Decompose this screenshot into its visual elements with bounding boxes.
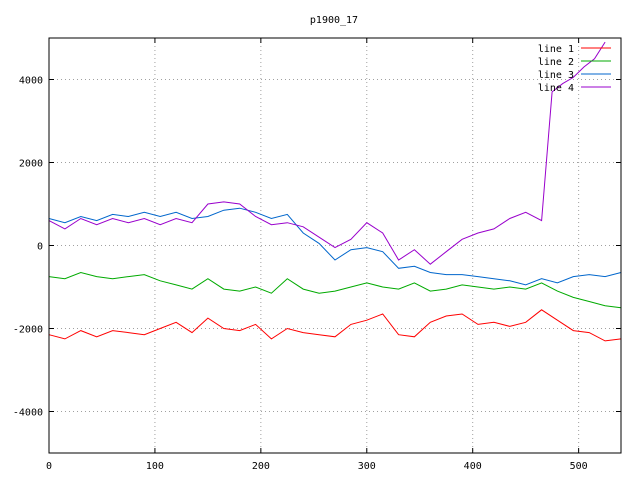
y-tick-label: 4000	[19, 76, 43, 87]
axis-ticks: 0 100 200 300 400 500 -4000 -2000 0 2000 4000	[13, 38, 621, 472]
series-line-4	[48, 41, 606, 265]
x-tick-label: 200	[252, 461, 270, 472]
x-tick-label: 100	[146, 461, 164, 472]
plot-frame	[48, 37, 622, 454]
legend-label: line 2	[538, 57, 574, 68]
x-tick-label: 300	[358, 461, 376, 472]
legend-label: line 3	[538, 70, 574, 81]
legend-label: line 4	[538, 83, 574, 94]
chart-title: p1900_17	[310, 15, 358, 26]
x-tick-label: 500	[570, 461, 588, 472]
legend: line 1 line 2 line 3 line 4	[538, 44, 611, 94]
series-line-3	[48, 207, 622, 286]
series-group	[48, 41, 622, 342]
y-tick-label: -2000	[13, 325, 43, 336]
series-line-1	[48, 309, 622, 342]
grid	[49, 38, 621, 453]
y-tick-label: -4000	[13, 408, 43, 419]
y-tick-label: 2000	[19, 159, 43, 170]
x-tick-label: 400	[464, 461, 482, 472]
series-line-2	[48, 271, 622, 309]
x-tick-label: 0	[46, 461, 52, 472]
y-tick-label: 0	[37, 242, 43, 253]
legend-label: line 1	[538, 44, 574, 55]
